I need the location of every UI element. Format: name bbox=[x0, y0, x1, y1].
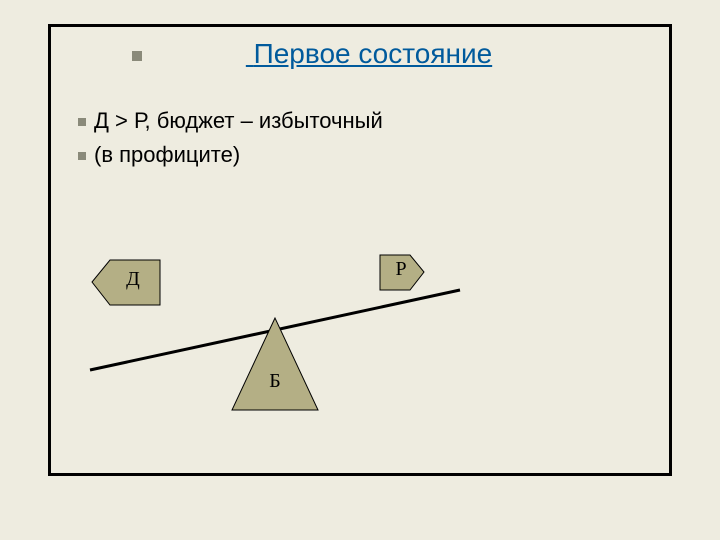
left-weight-label: Д bbox=[110, 268, 156, 291]
fulcrum-label: Б bbox=[258, 370, 292, 393]
seesaw-diagram bbox=[0, 0, 720, 540]
right-weight-label: Р bbox=[384, 258, 418, 281]
slide: Первое состояние Д > Р, бюджет – избыточ… bbox=[0, 0, 720, 540]
fulcrum-triangle bbox=[232, 318, 318, 410]
